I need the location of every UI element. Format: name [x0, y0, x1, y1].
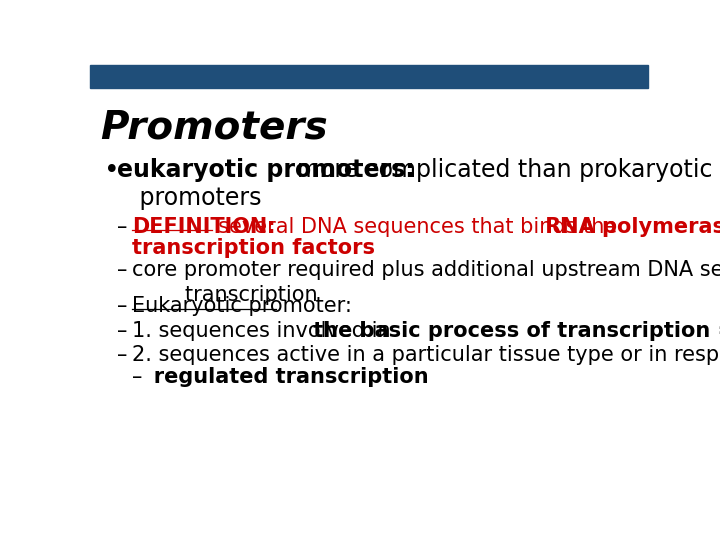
Text: the basic process of transcription = core promoter: the basic process of transcription = cor…	[132, 321, 720, 341]
Text: regulated transcription: regulated transcription	[132, 367, 428, 387]
Text: –: –	[117, 295, 127, 315]
Text: –: –	[117, 260, 127, 280]
Text: Promoters: Promoters	[100, 109, 328, 146]
Text: eukaryotic promoters:: eukaryotic promoters:	[117, 158, 415, 183]
Text: several DNA sequences that binds the: several DNA sequences that binds the	[132, 217, 624, 237]
Text: DEFINITION:: DEFINITION:	[132, 217, 276, 237]
Text: –: –	[117, 321, 127, 341]
Text: transcription factors: transcription factors	[132, 238, 375, 258]
Bar	[90, 65, 648, 87]
Text: –: –	[117, 346, 127, 366]
Text: Eukaryotic promoter:: Eukaryotic promoter:	[132, 295, 352, 315]
Text: –: –	[117, 217, 127, 237]
Text: 1. sequences involved in: 1. sequences involved in	[132, 321, 397, 341]
Text: RNA polymerase II and: RNA polymerase II and	[132, 217, 720, 237]
Text: more complicated than prokaryotic
   promoters: more complicated than prokaryotic promot…	[117, 158, 712, 210]
Text: –: –	[132, 367, 149, 387]
Text: •: •	[104, 158, 120, 184]
Text: core promoter required plus additional upstream DNA sequences that regulate
    : core promoter required plus additional u…	[132, 260, 720, 305]
Text: 2. sequences active in a particular tissue type or in response to a specific sig: 2. sequences active in a particular tiss…	[132, 346, 720, 366]
